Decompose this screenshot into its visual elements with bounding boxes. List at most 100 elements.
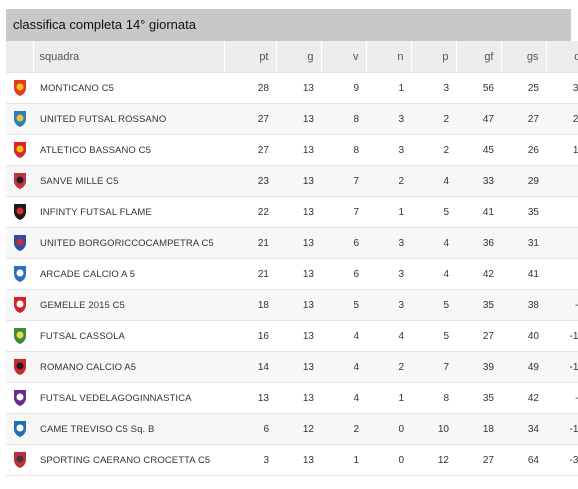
header-v: v	[320, 41, 366, 73]
header-gf: gf	[455, 41, 501, 73]
stat-pt: 21	[224, 227, 276, 259]
team-name[interactable]: SANVE MILLE C5	[33, 165, 224, 197]
stat-gs: 29	[501, 165, 546, 197]
stat-p: 4	[411, 165, 456, 197]
stat-dr: -13	[546, 320, 578, 352]
stat-n: 3	[366, 134, 411, 166]
team-name[interactable]: CAME TREVISO C5 Sq. B	[33, 413, 224, 445]
team-name[interactable]: GEMELLE 2015 C5	[33, 289, 224, 321]
stat-pt: 3	[224, 444, 276, 476]
stat-pt: 23	[224, 165, 276, 197]
stat-gs: 40	[501, 320, 546, 352]
standings-title: classifica completa 14° giornata	[6, 9, 571, 41]
team-name[interactable]: UNITED BORGORICCOCAMPETRA C5	[33, 227, 224, 259]
stat-pt: 16	[224, 320, 276, 352]
stat-dr: -7	[546, 382, 578, 414]
header-logo	[6, 41, 33, 73]
stat-n: 3	[366, 258, 411, 290]
stat-g: 13	[276, 165, 321, 197]
stat-v: 9	[321, 72, 366, 104]
stat-dr: -10	[546, 351, 578, 383]
team-name[interactable]: ARCADE CALCIO A 5	[33, 258, 224, 290]
team-name[interactable]: ATLETICO BASSANO C5	[33, 134, 224, 166]
cassola-logo-icon	[13, 328, 26, 344]
stat-p: 4	[411, 227, 456, 259]
stat-gf: 33	[456, 165, 501, 197]
header-n: n	[365, 41, 411, 73]
stat-v: 8	[321, 134, 366, 166]
table-row: INFINTY FUTSAL FLAME221371541356	[6, 196, 578, 228]
stat-n: 2	[366, 165, 411, 197]
stat-dr: 31	[546, 72, 578, 104]
stat-gs: 26	[501, 134, 546, 166]
stat-v: 2	[321, 413, 366, 445]
stat-v: 4	[321, 320, 366, 352]
borgoricco-logo-icon	[13, 235, 26, 251]
stat-p: 5	[411, 320, 456, 352]
stat-gs: 49	[501, 351, 546, 383]
stat-g: 13	[276, 103, 321, 135]
stat-gs: 27	[501, 103, 546, 135]
table-body: MONTICANO C52813913562531UNITED FUTSAL R…	[6, 72, 578, 476]
stat-gf: 42	[456, 258, 501, 290]
stat-g: 13	[276, 258, 321, 290]
stat-g: 12	[276, 413, 321, 445]
stat-dr: 20	[546, 103, 578, 135]
header-team: squadra	[32, 41, 224, 73]
stat-gf: 27	[456, 444, 501, 476]
stat-pt: 21	[224, 258, 276, 290]
stat-gs: 64	[501, 444, 546, 476]
stat-pt: 6	[224, 413, 276, 445]
team-logo-cell	[6, 196, 33, 228]
stat-gf: 35	[456, 382, 501, 414]
table-row: SANVE MILLE C5231372433294	[6, 165, 578, 197]
stat-pt: 27	[224, 103, 276, 135]
stat-gs: 42	[501, 382, 546, 414]
team-name[interactable]: SPORTING CAERANO CROCETTA C5	[33, 444, 224, 476]
stat-g: 13	[276, 444, 321, 476]
stat-gf: 41	[456, 196, 501, 228]
stat-v: 8	[321, 103, 366, 135]
team-name[interactable]: INFINTY FUTSAL FLAME	[33, 196, 224, 228]
stat-dr: 4	[546, 165, 578, 197]
stat-dr: 19	[546, 134, 578, 166]
stat-dr: -3	[546, 289, 578, 321]
header-dr: dr	[545, 41, 578, 73]
table-row: ATLETICO BASSANO C52713832452619	[6, 134, 578, 166]
stat-p: 3	[411, 72, 456, 104]
team-logo-cell	[6, 227, 33, 259]
romano-logo-icon	[13, 359, 26, 375]
header-g: g	[275, 41, 321, 73]
sanve-logo-icon	[13, 173, 26, 189]
team-name[interactable]: MONTICANO C5	[33, 72, 224, 104]
stat-gf: 45	[456, 134, 501, 166]
team-name[interactable]: UNITED FUTSAL ROSSANO	[33, 103, 224, 135]
stat-n: 3	[366, 103, 411, 135]
stat-gf: 18	[456, 413, 501, 445]
team-name[interactable]: ROMANO CALCIO A5	[33, 351, 224, 383]
team-logo-cell	[6, 351, 33, 383]
stat-pt: 27	[224, 134, 276, 166]
arcade-logo-icon	[13, 266, 26, 282]
header-p: p	[410, 41, 456, 73]
team-logo-cell	[6, 103, 33, 135]
stat-gs: 34	[501, 413, 546, 445]
stat-gf: 35	[456, 289, 501, 321]
stat-p: 4	[411, 258, 456, 290]
stat-n: 2	[366, 351, 411, 383]
header-pt: pt	[223, 41, 276, 73]
standings-widget: classifica completa 14° giornata squadra…	[6, 9, 578, 476]
rossano-logo-icon	[13, 111, 26, 127]
stat-gf: 39	[456, 351, 501, 383]
team-name[interactable]: FUTSAL VEDELAGOGINNASTICA	[33, 382, 224, 414]
stat-dr: -37	[546, 444, 578, 476]
stat-p: 5	[411, 289, 456, 321]
team-name[interactable]: FUTSAL CASSOLA	[33, 320, 224, 352]
stat-p: 10	[411, 413, 456, 445]
stat-pt: 22	[224, 196, 276, 228]
stat-v: 5	[321, 289, 366, 321]
